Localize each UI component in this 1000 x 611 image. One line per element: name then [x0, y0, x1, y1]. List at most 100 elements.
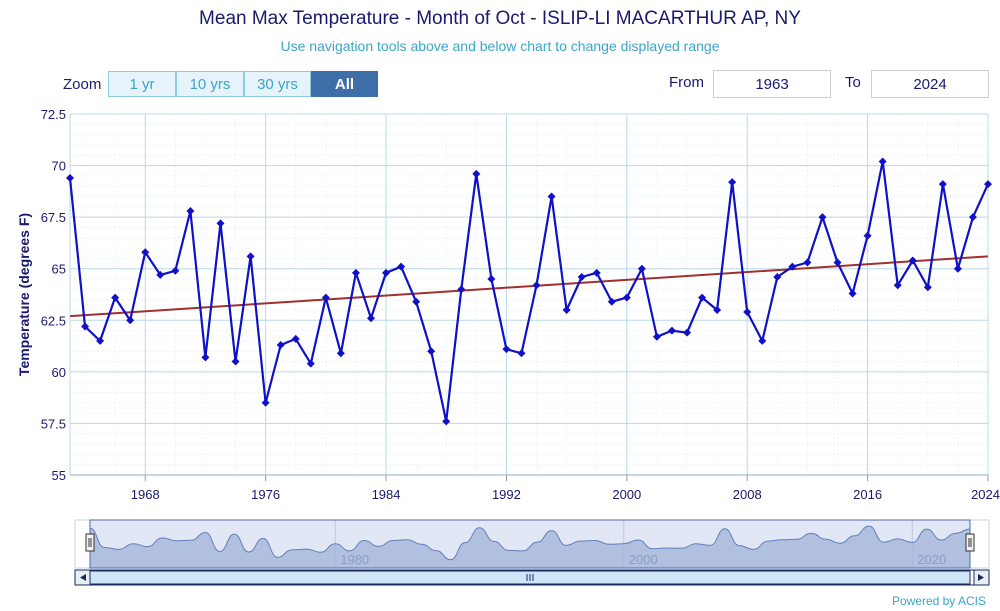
data-point	[547, 192, 556, 201]
trend-line	[69, 255, 989, 318]
data-point	[622, 293, 631, 302]
zoom-10yrs-button[interactable]: 10 yrs	[176, 71, 244, 97]
data-point	[968, 213, 977, 222]
navigator-right-handle[interactable]	[965, 533, 975, 552]
x-tick-label: 1968	[131, 487, 160, 502]
x-tick-label: 2008	[733, 487, 762, 502]
from-label: From	[669, 74, 704, 91]
data-point	[276, 341, 285, 350]
zoom-label: Zoom	[63, 76, 102, 93]
data-point	[171, 266, 180, 275]
y-axis-label: Temperature (degrees F)	[16, 213, 32, 376]
y-tick-label: 67.5	[41, 210, 66, 225]
data-point	[532, 281, 541, 290]
data-point	[953, 264, 962, 273]
data-point	[412, 297, 421, 306]
data-point	[728, 178, 737, 187]
y-tick-label: 55	[52, 468, 66, 483]
data-point	[291, 334, 300, 343]
y-tick-label: 65	[52, 262, 66, 277]
data-point	[667, 326, 676, 335]
data-point	[893, 281, 902, 290]
data-point	[517, 349, 526, 358]
data-point	[788, 262, 797, 271]
zoom-all-button[interactable]: All	[311, 71, 378, 97]
x-tick-label: 2024	[971, 487, 1000, 502]
data-point	[231, 357, 240, 366]
data-point	[457, 285, 466, 294]
data-point	[382, 268, 391, 277]
data-point	[878, 157, 887, 166]
data-point	[637, 264, 646, 273]
data-point	[336, 349, 345, 358]
navigator-left-handle[interactable]	[85, 533, 95, 552]
zoom-1yr-button[interactable]: 1 yr	[108, 71, 176, 97]
data-point	[908, 256, 917, 265]
zoom-30yrs-button[interactable]: 30 yrs	[244, 71, 311, 97]
powered-by-credit: Powered by ACIS	[891, 594, 986, 608]
data-point	[562, 305, 571, 314]
data-point	[487, 275, 496, 284]
data-point	[351, 268, 360, 277]
data-point	[863, 231, 872, 240]
data-point	[938, 180, 947, 189]
data-point	[261, 398, 270, 407]
y-tick-label: 57.5	[41, 416, 66, 431]
y-tick-label: 60	[52, 365, 66, 380]
data-point	[698, 293, 707, 302]
data-point	[803, 258, 812, 267]
x-tick-label: 1976	[251, 487, 280, 502]
y-tick-label: 70	[52, 159, 66, 174]
data-point	[96, 336, 105, 345]
from-input[interactable]: 1963	[713, 70, 831, 98]
data-point	[427, 347, 436, 356]
chart-subtitle: Use navigation tools above and below cha…	[280, 38, 720, 54]
series-line	[68, 160, 990, 423]
to-label: To	[845, 74, 861, 91]
data-point	[848, 289, 857, 298]
data-point	[773, 272, 782, 281]
right-arrow-icon	[978, 574, 984, 581]
data-point	[156, 270, 165, 279]
data-point	[126, 316, 135, 325]
data-point	[246, 252, 255, 261]
to-input[interactable]: 2024	[871, 70, 989, 98]
x-tick-label: 1992	[492, 487, 521, 502]
data-point	[984, 180, 992, 189]
data-point	[652, 332, 661, 341]
data-point	[366, 314, 375, 323]
data-point	[758, 336, 767, 345]
data-point	[66, 173, 74, 182]
data-point	[818, 213, 827, 222]
y-tick-label: 72.5	[41, 107, 66, 122]
data-point	[186, 206, 195, 215]
data-point	[81, 322, 90, 331]
data-point	[472, 169, 481, 178]
data-point	[592, 268, 601, 277]
data-point	[141, 248, 150, 257]
x-tick-label: 1984	[372, 487, 401, 502]
data-point	[502, 345, 511, 354]
y-tick-label: 62.5	[41, 313, 66, 328]
data-point	[397, 262, 406, 271]
navigator-area	[89, 525, 971, 569]
data-point	[201, 353, 210, 362]
data-point	[216, 219, 225, 228]
data-point	[306, 359, 315, 368]
data-point	[321, 293, 330, 302]
data-point	[442, 417, 451, 426]
chart-title: Mean Max Temperature - Month of Oct - IS…	[199, 8, 801, 29]
data-point	[743, 308, 752, 317]
data-point	[713, 305, 722, 314]
data-point	[577, 272, 586, 281]
data-point	[683, 328, 692, 337]
left-arrow-icon	[80, 574, 86, 581]
navigator-selection	[89, 519, 971, 569]
x-tick-label: 2016	[853, 487, 882, 502]
data-point	[833, 258, 842, 267]
data-point	[111, 293, 120, 302]
x-tick-label: 2000	[612, 487, 641, 502]
data-point	[923, 283, 932, 292]
data-point	[607, 297, 616, 306]
